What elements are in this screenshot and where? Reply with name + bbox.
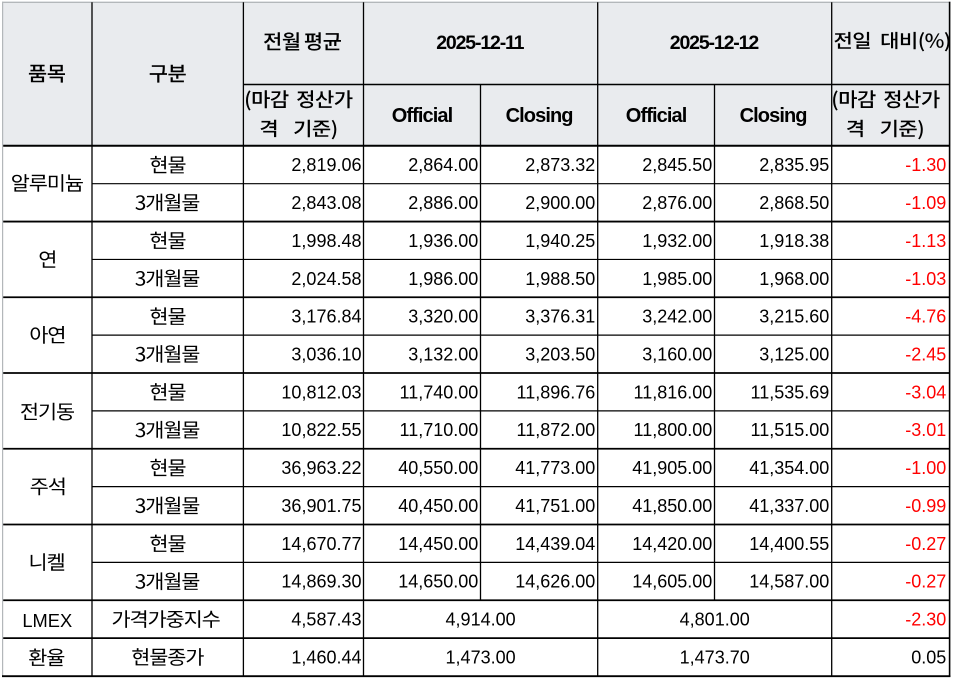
svg-text:2,819.06: 2,819.06 xyxy=(291,155,361,175)
svg-text:1,986.00: 1,986.00 xyxy=(408,269,478,289)
svg-text:-0.27: -0.27 xyxy=(905,572,946,592)
svg-text:14,869.30: 14,869.30 xyxy=(281,572,361,592)
svg-text:41,850.00: 41,850.00 xyxy=(632,496,712,516)
svg-text:1,968.00: 1,968.00 xyxy=(759,269,829,289)
svg-text:2,843.08: 2,843.08 xyxy=(291,193,361,213)
svg-text:14,605.00: 14,605.00 xyxy=(632,572,712,592)
svg-text:40,450.00: 40,450.00 xyxy=(398,496,478,516)
svg-text:LMEX: LMEX xyxy=(22,610,72,631)
svg-text:14,670.77: 14,670.77 xyxy=(281,534,361,554)
svg-text:10,822.55: 10,822.55 xyxy=(281,420,361,440)
svg-text:2,845.50: 2,845.50 xyxy=(642,155,712,175)
svg-text:40,550.00: 40,550.00 xyxy=(398,458,478,478)
svg-text:-3.04: -3.04 xyxy=(905,382,946,402)
svg-text:1,932.00: 1,932.00 xyxy=(642,231,712,251)
svg-text:3,376.31: 3,376.31 xyxy=(525,307,595,327)
svg-text:11,816.00: 11,816.00 xyxy=(634,382,713,402)
svg-text:-1.00: -1.00 xyxy=(905,458,946,478)
svg-text:14,450.00: 14,450.00 xyxy=(398,534,478,554)
svg-text:3,160.00: 3,160.00 xyxy=(642,344,712,364)
svg-text:1,998.48: 1,998.48 xyxy=(291,231,361,251)
svg-text:2,835.95: 2,835.95 xyxy=(759,155,829,175)
svg-text:11,515.00: 11,515.00 xyxy=(751,420,830,440)
svg-text:-2.30: -2.30 xyxy=(905,610,946,630)
svg-text:14,626.00: 14,626.00 xyxy=(515,572,595,592)
svg-text:0.05: 0.05 xyxy=(911,647,946,667)
svg-text:4,801.00: 4,801.00 xyxy=(680,610,750,630)
svg-text:2,876.00: 2,876.00 xyxy=(642,193,712,213)
svg-text:1,988.50: 1,988.50 xyxy=(525,269,595,289)
svg-text:1,460.44: 1,460.44 xyxy=(291,647,361,667)
svg-text:41,751.00: 41,751.00 xyxy=(515,496,595,516)
svg-text:3,203.50: 3,203.50 xyxy=(525,344,595,364)
svg-text:-1.13: -1.13 xyxy=(905,231,946,251)
svg-text:-2.45: -2.45 xyxy=(905,344,946,364)
svg-text:-0.99: -0.99 xyxy=(905,496,946,516)
svg-text:14,420.00: 14,420.00 xyxy=(632,534,712,554)
svg-text:1,918.38: 1,918.38 xyxy=(759,231,829,251)
svg-text:11,800.00: 11,800.00 xyxy=(634,420,713,440)
svg-text:41,354.00: 41,354.00 xyxy=(749,458,829,478)
svg-text:1,940.25: 1,940.25 xyxy=(525,231,595,251)
svg-text:1,936.00: 1,936.00 xyxy=(408,231,478,251)
svg-text:11,535.69: 11,535.69 xyxy=(751,382,830,402)
svg-text:36,901.75: 36,901.75 xyxy=(281,496,361,516)
svg-text:2,900.00: 2,900.00 xyxy=(525,193,595,213)
svg-text:41,337.00: 41,337.00 xyxy=(749,496,829,516)
svg-text:3,125.00: 3,125.00 xyxy=(759,344,829,364)
svg-text:41,905.00: 41,905.00 xyxy=(632,458,712,478)
svg-text:4,587.43: 4,587.43 xyxy=(291,610,361,630)
svg-text:14,650.00: 14,650.00 xyxy=(398,572,478,592)
svg-text:2,024.58: 2,024.58 xyxy=(291,269,361,289)
svg-text:2,868.50: 2,868.50 xyxy=(759,193,829,213)
svg-text:11,740.00: 11,740.00 xyxy=(400,382,479,402)
svg-text:2025-12-12: 2025-12-12 xyxy=(670,32,760,54)
svg-text:41,773.00: 41,773.00 xyxy=(515,458,595,478)
svg-text:14,587.00: 14,587.00 xyxy=(749,572,829,592)
svg-text:Official: Official xyxy=(392,105,453,127)
svg-text:10,812.03: 10,812.03 xyxy=(281,382,361,402)
svg-text:1,473.70: 1,473.70 xyxy=(680,647,750,667)
svg-text:1,473.00: 1,473.00 xyxy=(446,647,516,667)
svg-text:2,873.32: 2,873.32 xyxy=(525,155,595,175)
svg-text:2,886.00: 2,886.00 xyxy=(408,193,478,213)
svg-text:-3.01: -3.01 xyxy=(905,420,946,440)
svg-text:36,963.22: 36,963.22 xyxy=(281,458,361,478)
svg-text:-1.09: -1.09 xyxy=(905,193,946,213)
svg-text:-1.03: -1.03 xyxy=(905,269,946,289)
svg-text:-4.76: -4.76 xyxy=(905,307,946,327)
svg-text:3,320.00: 3,320.00 xyxy=(408,307,478,327)
svg-text:4,914.00: 4,914.00 xyxy=(446,610,516,630)
svg-text:Closing: Closing xyxy=(740,105,807,127)
svg-text:14,400.55: 14,400.55 xyxy=(749,534,829,554)
svg-text:14,439.04: 14,439.04 xyxy=(515,534,595,554)
svg-text:2,864.00: 2,864.00 xyxy=(408,155,478,175)
svg-text:3,036.10: 3,036.10 xyxy=(291,344,361,364)
svg-text:3,132.00: 3,132.00 xyxy=(408,344,478,364)
svg-text:Closing: Closing xyxy=(506,105,573,127)
svg-text:Official: Official xyxy=(626,105,687,127)
svg-text:11,710.00: 11,710.00 xyxy=(400,420,479,440)
svg-text:11,872.00: 11,872.00 xyxy=(517,420,596,440)
svg-text:2025-12-11: 2025-12-11 xyxy=(436,32,524,54)
svg-text:3,215.60: 3,215.60 xyxy=(759,307,829,327)
svg-text:1,985.00: 1,985.00 xyxy=(642,269,712,289)
svg-text:11,896.76: 11,896.76 xyxy=(517,382,596,402)
svg-text:3,176.84: 3,176.84 xyxy=(291,307,361,327)
svg-text:-0.27: -0.27 xyxy=(905,534,946,554)
svg-text:-1.30: -1.30 xyxy=(905,155,946,175)
svg-text:3,242.00: 3,242.00 xyxy=(642,307,712,327)
